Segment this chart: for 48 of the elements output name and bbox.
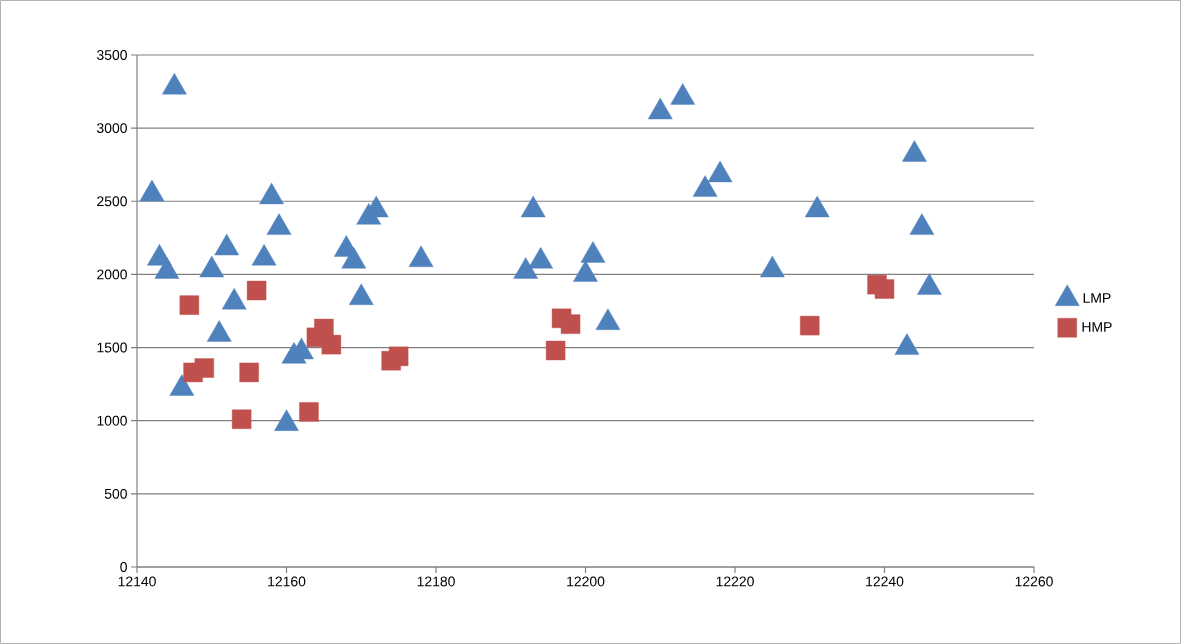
point [573,260,598,282]
x-tick-label: 12220 [716,576,754,587]
point [670,83,696,105]
point [214,233,240,256]
legend-label: LMP [1083,293,1111,303]
x-tick-label: 12240 [866,576,904,587]
point [266,213,292,235]
point [259,182,284,205]
point [274,409,299,431]
point [909,213,935,235]
y-tick-label: 1000 [97,415,127,426]
legend-label: HMP [1082,322,1112,332]
point [408,245,434,267]
point [528,247,553,269]
y-tick-label: 2500 [97,196,127,207]
x-tick-label: 12260 [1015,576,1053,587]
x-tick-label: 12180 [417,576,455,587]
point [341,247,367,269]
x-tick-label: 12160 [268,576,306,587]
point [595,308,621,330]
point [348,283,374,306]
point [804,195,830,218]
point [760,255,785,278]
point [251,244,277,266]
point [917,273,942,295]
point [169,374,195,396]
point [513,257,539,279]
point [162,72,187,95]
y-tick-label: 2000 [97,269,127,280]
point [894,333,920,355]
y-tick-label: 1500 [97,342,127,353]
point [647,97,673,120]
y-tick-label: 3500 [97,50,127,60]
point [199,255,225,278]
point [206,320,232,342]
point [580,241,606,263]
point [707,160,733,183]
point [221,288,247,310]
x-tick-label: 12140 [118,576,156,587]
point [520,195,546,218]
x-tick-label: 12200 [567,576,605,587]
y-tick-label: 0 [120,562,127,572]
point [692,175,718,197]
point [154,257,180,279]
y-tick-label: 500 [104,488,127,499]
point [139,179,165,202]
point [902,140,927,162]
y-tick-label: 3000 [97,123,127,134]
